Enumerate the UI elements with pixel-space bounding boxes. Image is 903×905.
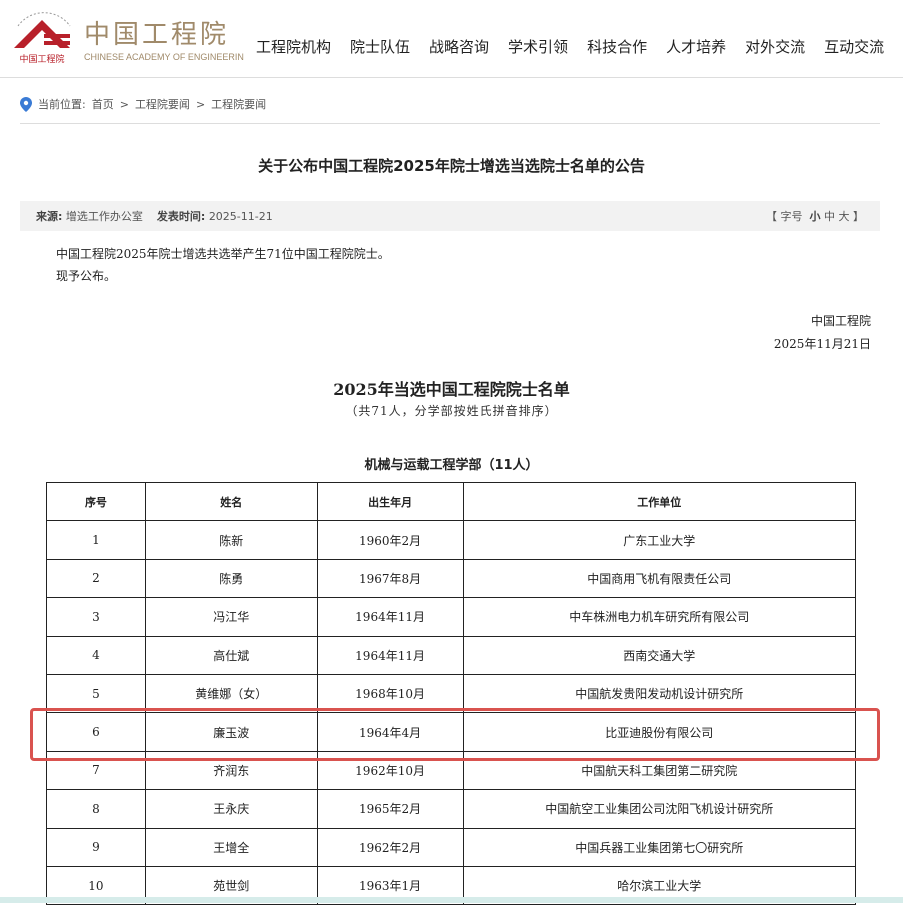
bracket: 【 [766,210,777,223]
source: 增选工作办公室 [65,210,143,223]
table-row: 2 陈勇 1967年8月 中国商用飞机有限责任公司 [46,558,856,599]
affiliation: 中国航空工业集团公司沈阳飞机设计研究所 [462,789,856,829]
font-size-label: 字号 [780,210,803,223]
paragraph: 中国工程院2025年院士增选共选举产生71位中国工程院院士。 [56,247,390,261]
name: 黄维娜（女） [144,673,318,714]
row-number: 6 [46,712,146,752]
department-heading: 机械与运载工程学部（11人） [364,458,539,473]
birth-date: 1960年2月 [316,520,464,560]
font-size-control: 【 字号 小 中 大 】 [766,208,864,224]
col-header: 工作单位 [462,481,856,522]
signature-org: 中国工程院 [810,314,871,328]
date-label: 发表时间: [156,210,206,223]
row-number: 1 [46,520,146,560]
nav-item[interactable]: 院士队伍 [350,38,411,56]
source-label: 来源: [36,210,63,223]
name: 齐润东 [144,750,318,791]
birth-date: 1964年4月 [316,712,464,752]
nav-item[interactable]: 对外交流 [745,38,806,56]
svg-text:CHINESE ACADEMY OF ENGINEERING: CHINESE ACADEMY OF ENGINEERING [84,52,244,62]
svg-text:中国工程院: 中国工程院 [19,53,64,65]
birth-date: 1964年11月 [316,635,464,675]
name: 冯江华 [144,597,318,637]
name: 陈新 [144,520,318,560]
font-medium-button[interactable]: 中 [824,210,835,223]
affiliation: 中国兵器工业集团第七〇研究所 [462,827,856,867]
font-large-button[interactable]: 大 [838,210,850,223]
affiliation: 比亚迪股份有限公司 [462,712,856,752]
row-number: 3 [46,597,146,637]
site-header: 中国工程院 中国工程院 CHINESE ACADEMY OF ENGINEERI… [0,0,903,78]
breadcrumb-sep: > [119,97,129,111]
name: 王永庆 [144,789,318,829]
affiliation: 中国航天科工集团第二研究院 [462,750,856,791]
nav-item[interactable]: 人才培养 [666,38,727,56]
main-nav: 工程院机构 院士队伍 战略咨询 学术引领 科技合作 人才培养 对外交流 互动交流 [256,36,903,57]
cae-logo[interactable]: 中国工程院 中国工程院 CHINESE ACADEMY OF ENGINEERI… [4,8,251,68]
col-header: 姓名 [144,481,318,522]
list-subtitle: （共71人，分学部按姓氏拼音排序） [345,404,558,418]
name: 王增全 [144,827,318,867]
name: 高仕斌 [144,635,318,675]
font-small-button[interactable]: 小 [809,210,821,223]
breadcrumb-current[interactable]: 工程院要闻 [211,98,267,111]
row-number: 9 [46,827,146,867]
table-row: 6 廉玉波 1964年4月 比亚迪股份有限公司 [46,712,856,752]
bracket: 】 [853,210,864,223]
table-row: 9 王增全 1962年2月 中国兵器工业集团第七〇研究所 [46,827,856,867]
article-meta: 来源: 增选工作办公室 发表时间: 2025-11-21 【 字号 小 中 大 … [20,201,880,231]
affiliation: 广东工业大学 [462,520,856,560]
row-number: 5 [46,673,146,714]
table-row: 4 高仕斌 1964年11月 西南交通大学 [46,635,856,675]
svg-text:中国工程院: 中国工程院 [84,20,229,50]
breadcrumb: 当前位置: 首页 > 工程院要闻 > 工程院要闻 [20,96,266,112]
row-number: 4 [46,635,146,675]
academician-table: 序号 姓名 出生年月 工作单位 1 陈新 1960年2月 广东工业大学 2 陈勇 1967年… [46,481,856,905]
signature-date: 2025年11月21日 [773,337,871,351]
table-row: 7 齐润东 1962年10月 中国航天科工集团第二研究院 [46,750,856,791]
table-row: 1 陈新 1960年2月 广东工业大学 [46,520,856,560]
birth-date: 1962年10月 [316,750,464,791]
paragraph: 现予公布。 [56,269,117,283]
nav-item[interactable]: 战略咨询 [429,38,490,56]
location-pin-icon [20,96,32,112]
row-number: 2 [46,558,146,599]
birth-date: 1964年11月 [316,597,464,637]
nav-item[interactable]: 学术引领 [508,38,569,56]
col-header: 出生年月 [316,481,464,522]
nav-item[interactable]: 互动交流 [824,38,885,56]
list-title: 2025年当选中国工程院院士名单 [333,380,570,399]
birth-date: 1962年2月 [316,827,464,867]
name: 廉玉波 [144,712,318,752]
row-number: 7 [46,750,146,791]
breadcrumb-sep: > [195,97,206,111]
table-row: 5 黄维娜（女） 1968年10月 中国航发贵阳发动机设计研究所 [46,673,856,714]
bottom-bar [0,897,903,903]
col-header: 序号 [46,481,146,522]
nav-item[interactable]: 工程院机构 [256,38,332,56]
table-header: 序号 姓名 出生年月 工作单位 [46,481,856,522]
affiliation: 中国商用飞机有限责任公司 [462,558,856,599]
breadcrumb-home[interactable]: 首页 [91,98,114,111]
name: 陈勇 [144,558,318,599]
publish-date: 2025-11-21 [208,209,273,223]
birth-date: 1968年10月 [316,673,464,714]
affiliation: 西南交通大学 [462,635,856,675]
table-row: 8 王永庆 1965年2月 中国航空工业集团公司沈阳飞机设计研究所 [46,789,856,829]
birth-date: 1965年2月 [316,789,464,829]
article-title: 关于公布中国工程院2025年院士增选当选院士名单的公告 [258,157,645,175]
birth-date: 1967年8月 [316,558,464,599]
affiliation: 中车株洲电力机车研究所有限公司 [462,597,856,637]
nav-item[interactable]: 科技合作 [587,38,648,56]
breadcrumb-label: 当前位置: [38,98,86,111]
affiliation: 中国航发贵阳发动机设计研究所 [462,673,856,714]
table-row: 3 冯江华 1964年11月 中车株洲电力机车研究所有限公司 [46,597,856,637]
breadcrumb-link[interactable]: 工程院要闻 [134,98,190,111]
divider [20,123,880,124]
row-number: 8 [46,789,146,829]
